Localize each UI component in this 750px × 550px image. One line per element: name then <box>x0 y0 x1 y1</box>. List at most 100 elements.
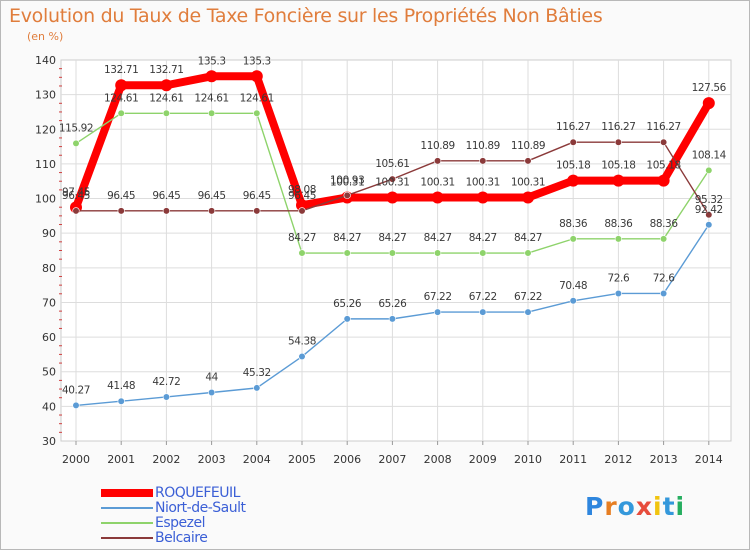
data-label-belcaire: 95.32 <box>695 194 723 206</box>
data-label-roquefeuil: 98.08 <box>288 184 316 196</box>
legend-label: ROQUEFEUIL <box>155 485 240 501</box>
grid-lines <box>61 60 731 441</box>
data-label-espezel: 84.27 <box>288 232 316 244</box>
data-point-belcaire <box>388 175 397 183</box>
data-label-espezel: 115.92 <box>59 122 93 134</box>
y-tick-label: 70 <box>42 296 56 309</box>
legend-label: Belcaire <box>155 530 208 546</box>
data-label-niort-de-sault: 54.38 <box>288 336 316 348</box>
x-tick-label: 2007 <box>378 453 406 466</box>
x-tick-label: 2014 <box>695 453 723 466</box>
data-point-espezel <box>253 109 261 117</box>
data-point-roquefeuil <box>205 70 218 83</box>
logo-letter: i <box>675 492 686 521</box>
data-point-espezel <box>343 249 351 257</box>
data-point-niort-de-sault <box>434 308 442 316</box>
data-label-belcaire: 96.45 <box>152 190 180 202</box>
data-label-niort-de-sault: 65.26 <box>378 298 407 310</box>
data-label-niort-de-sault: 40.27 <box>62 384 90 396</box>
data-label-niort-de-sault: 41.48 <box>107 380 135 392</box>
data-point-belcaire <box>72 207 80 215</box>
data-point-espezel <box>705 166 713 174</box>
data-point-espezel <box>434 249 442 257</box>
data-label-roquefeuil: 100.31 <box>330 176 364 188</box>
legend-label: Espezel <box>155 515 206 531</box>
data-point-belcaire <box>162 207 170 215</box>
x-tick-label: 2009 <box>469 453 497 466</box>
data-point-espezel <box>298 249 306 257</box>
data-label-belcaire: 96.45 <box>243 190 271 202</box>
data-label-roquefeuil: 105.18 <box>556 160 590 172</box>
data-point-roquefeuil <box>386 191 399 204</box>
data-point-espezel <box>614 235 623 243</box>
data-label-niort-de-sault: 70.48 <box>559 280 587 292</box>
data-point-roquefeuil <box>296 199 308 212</box>
data-point-belcaire <box>569 138 577 146</box>
logo-letter: o <box>617 492 636 521</box>
data-label-niort-de-sault: 44 <box>205 372 218 384</box>
data-point-belcaire <box>253 207 261 215</box>
x-tick-label: 2002 <box>152 453 180 466</box>
data-label-niort-de-sault: 72.6 <box>653 272 675 284</box>
data-label-belcaire: 96.45 <box>198 190 226 202</box>
data-label-espezel: 108.14 <box>692 149 727 161</box>
data-point-niort-de-sault <box>343 315 351 323</box>
logo-letter: x <box>635 492 653 521</box>
x-tick-label: 2004 <box>243 453 271 466</box>
data-label-roquefeuil: 100.31 <box>511 176 545 188</box>
data-point-belcaire <box>705 211 713 219</box>
plot-area <box>60 59 732 442</box>
data-label-roquefeuil: 127.56 <box>692 82 727 94</box>
data-label-belcaire: 116.27 <box>556 121 590 133</box>
y-tick-label: 90 <box>42 227 56 240</box>
legend-swatch <box>101 537 153 539</box>
data-point-belcaire <box>117 207 125 215</box>
data-point-espezel <box>208 109 216 117</box>
legend-swatch <box>101 507 153 509</box>
logo-letter: r <box>604 492 618 521</box>
data-label-roquefeuil: 100.31 <box>466 176 500 188</box>
logo-letter: t <box>662 492 676 521</box>
legend-label: Niort-de-Sault <box>155 500 246 516</box>
data-point-espezel <box>388 249 397 257</box>
y-tick-label: 40 <box>42 400 56 413</box>
data-label-espezel: 84.27 <box>378 232 406 244</box>
data-label-roquefeuil: 135.3 <box>198 55 226 67</box>
data-label-belcaire: 105.61 <box>375 158 409 170</box>
y-tick-label: 140 <box>35 54 56 67</box>
data-label-belcaire: 100.93 <box>330 174 364 186</box>
data-label-belcaire: 96.45 <box>107 190 135 202</box>
data-point-roquefeuil <box>612 174 625 187</box>
series-espezel <box>72 109 713 257</box>
y-tick-label: 100 <box>35 193 56 206</box>
logo-letter: P <box>585 492 605 521</box>
data-label-espezel: 84.27 <box>424 232 452 244</box>
data-point-niort-de-sault <box>298 352 306 361</box>
data-point-niort-de-sault <box>705 221 713 229</box>
data-label-espezel: 124.61 <box>194 92 228 104</box>
data-label-roquefeuil: 105.18 <box>601 160 635 172</box>
data-label-niort-de-sault: 45.32 <box>243 367 271 379</box>
data-point-belcaire <box>208 207 216 215</box>
series-layer <box>70 70 715 410</box>
data-point-roquefeuil <box>160 79 173 92</box>
data-label-belcaire: 96.45 <box>288 190 316 202</box>
data-point-niort-de-sault <box>72 401 80 410</box>
data-label-belcaire: 116.27 <box>646 121 680 133</box>
data-label-espezel: 84.27 <box>469 232 497 244</box>
data-label-roquefeuil: 100.31 <box>420 176 454 188</box>
data-point-espezel <box>117 109 125 117</box>
x-tick-label: 2012 <box>604 453 632 466</box>
y-tick-label: 60 <box>42 331 56 344</box>
data-label-espezel: 88.36 <box>559 218 588 230</box>
data-label-espezel: 88.36 <box>650 218 679 230</box>
data-point-roquefeuil <box>567 174 580 187</box>
legend-swatch <box>101 522 153 524</box>
x-tick-label: 2008 <box>424 453 452 466</box>
proxiti-logo: Proxiti <box>585 492 685 521</box>
x-tick-label: 2013 <box>650 453 678 466</box>
x-tick-label: 2010 <box>514 453 542 466</box>
